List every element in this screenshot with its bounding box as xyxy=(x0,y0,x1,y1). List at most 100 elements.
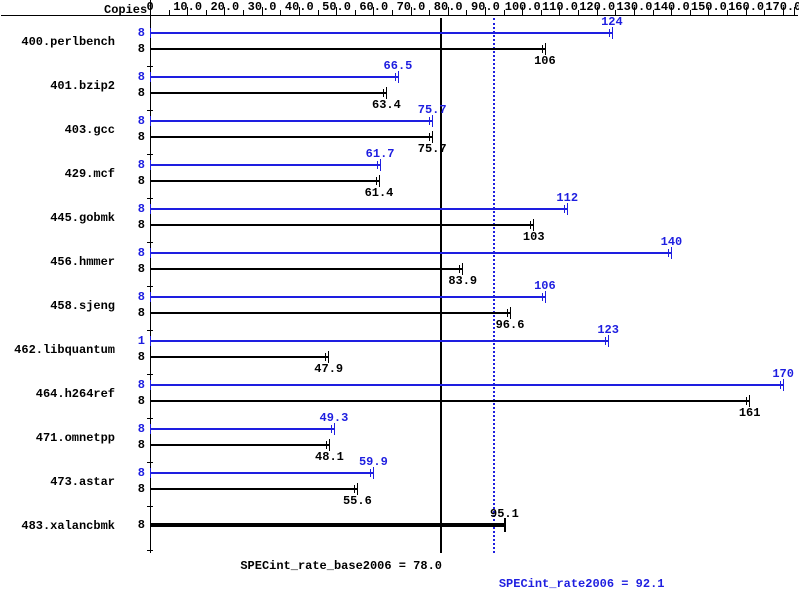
copies-base: 8 xyxy=(127,350,145,364)
benchmark-label: 429.mcf xyxy=(65,167,115,181)
value-label-base: 106 xyxy=(534,54,556,68)
copies-header: Copies xyxy=(104,3,147,17)
axis-tick-label: 130.0 xyxy=(616,0,652,14)
bar-base xyxy=(151,268,462,270)
value-label-base: 47.9 xyxy=(314,362,343,376)
bar-end-cap-inner xyxy=(354,485,355,493)
axis-tick-label: 70.0 xyxy=(397,0,426,14)
axis-minor-tick xyxy=(169,10,170,15)
bar-peak xyxy=(151,428,334,430)
bar-end-cap-inner xyxy=(542,45,543,53)
bar-end-cap-inner xyxy=(507,309,508,317)
value-label-base: 55.6 xyxy=(343,494,372,508)
footer-peak-label: SPECint_rate2006 = 92.1 xyxy=(499,577,665,591)
bar-end-cap-inner xyxy=(609,29,610,37)
value-label-peak: 170 xyxy=(772,367,794,381)
bar-end-cap-inner xyxy=(746,397,747,405)
axis-minor-tick xyxy=(392,10,393,15)
bar-start-cap xyxy=(150,176,151,186)
bar-start-cap xyxy=(150,380,151,390)
axis-minor-tick xyxy=(206,10,207,15)
copies-base: 8 xyxy=(127,438,145,452)
axis-tick-label: 80.0 xyxy=(434,0,463,14)
axis-minor-tick xyxy=(355,10,356,15)
axis-minor-tick xyxy=(764,10,765,15)
benchmark-label: 456.hmmer xyxy=(50,255,115,269)
bar-end-cap-inner xyxy=(530,221,531,229)
copies-base: 8 xyxy=(127,482,145,496)
benchmark-label: 445.gobmk xyxy=(50,211,115,225)
copies-base: 8 xyxy=(127,86,145,100)
value-label-base: 83.9 xyxy=(448,274,477,288)
axis-tick-label: 30.0 xyxy=(248,0,277,14)
copies-peak: 8 xyxy=(127,466,145,480)
bar-start-cap xyxy=(150,160,151,170)
bar-peak xyxy=(151,32,612,34)
axis-minor-tick xyxy=(429,10,430,15)
value-label-base: 103 xyxy=(523,230,545,244)
bar-base xyxy=(151,180,379,182)
copies-peak: 1 xyxy=(127,334,145,348)
bar-start-cap xyxy=(150,292,151,302)
copies-base: 8 xyxy=(127,130,145,144)
axis-tick-label: 100.0 xyxy=(505,0,541,14)
bar-end-cap-inner xyxy=(605,337,606,345)
axis-minor-tick xyxy=(541,10,542,15)
value-label-base: 61.4 xyxy=(365,186,394,200)
row-separator xyxy=(147,506,153,507)
benchmark-label: 483.xalancbmk xyxy=(21,519,115,533)
bar-peak xyxy=(151,296,545,298)
value-label-peak: 75.7 xyxy=(418,103,447,117)
axis-tick-label: 40.0 xyxy=(285,0,314,14)
axis-tick-label: 20.0 xyxy=(210,0,239,14)
copies-base: 8 xyxy=(127,218,145,232)
row-separator xyxy=(147,286,153,287)
benchmark-label: 462.libquantum xyxy=(14,343,115,357)
value-label-peak: 61.7 xyxy=(366,147,395,161)
row-separator xyxy=(147,110,153,111)
bar-start-cap xyxy=(150,396,151,406)
value-label-base: 75.7 xyxy=(418,142,447,156)
axis-tick-label: 50.0 xyxy=(322,0,351,14)
bar-end-cap-inner xyxy=(395,73,396,81)
copies-peak: 8 xyxy=(127,246,145,260)
bar-start-cap xyxy=(150,519,151,531)
bar-start-cap xyxy=(150,484,151,494)
bar-peak xyxy=(151,164,380,166)
bar-end-cap-inner xyxy=(564,205,565,213)
axis-minor-tick xyxy=(653,10,654,15)
bar-start-cap xyxy=(150,220,151,230)
row-separator xyxy=(147,242,153,243)
bar-end-cap-inner xyxy=(331,425,332,433)
bar-peak xyxy=(151,208,567,210)
axis-tick-label: 140.0 xyxy=(654,0,690,14)
value-label-base: 48.1 xyxy=(315,450,344,464)
row-separator xyxy=(147,462,153,463)
bar-start-cap xyxy=(150,204,151,214)
axis-tick-label: 90.0 xyxy=(471,0,500,14)
axis-minor-tick xyxy=(318,10,319,15)
value-label-base: 161 xyxy=(739,406,761,420)
row-separator xyxy=(147,374,153,375)
axis-minor-tick xyxy=(727,10,728,15)
copies-base: 8 xyxy=(127,262,145,276)
bar-base xyxy=(151,224,533,226)
copies-peak: 8 xyxy=(127,290,145,304)
spec-rate-chart: Copies010.020.030.040.050.060.070.080.09… xyxy=(0,0,799,606)
bar-end-cap-inner xyxy=(383,89,384,97)
copies-peak: 8 xyxy=(127,70,145,84)
value-label-base: 95.1 xyxy=(490,507,519,521)
copies-peak: 8 xyxy=(127,378,145,392)
axis-minor-tick xyxy=(280,10,281,15)
value-label-peak: 124 xyxy=(601,15,623,29)
copies-base: 8 xyxy=(127,518,145,532)
ref-line-peak xyxy=(493,18,495,553)
bar-base xyxy=(151,92,386,94)
bar-end-cap-inner xyxy=(429,117,430,125)
axis-tick-label: 120.0 xyxy=(579,0,615,14)
bar-start-cap xyxy=(150,424,151,434)
copies-peak: 8 xyxy=(127,114,145,128)
bar-start-cap xyxy=(150,352,151,362)
value-label-peak: 106 xyxy=(534,279,556,293)
bar-base xyxy=(151,444,329,446)
